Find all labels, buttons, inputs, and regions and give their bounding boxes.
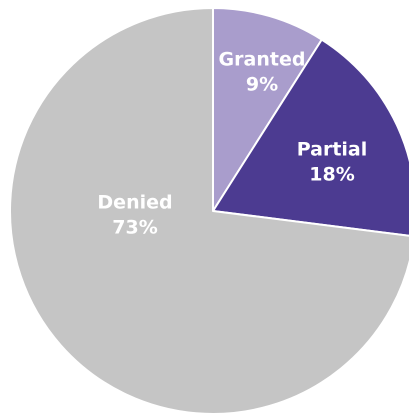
pie-slice (212, 7, 323, 212)
pie-slice (212, 38, 409, 237)
slice-label: Partial (297, 139, 368, 161)
slice-value-label: 9% (246, 74, 278, 96)
slice-value-label: 73% (112, 217, 157, 239)
slice-label: Granted (219, 49, 306, 71)
slice-label: Denied (97, 192, 172, 214)
slice-value-label: 18% (309, 164, 354, 186)
pie-slice (9, 7, 409, 415)
